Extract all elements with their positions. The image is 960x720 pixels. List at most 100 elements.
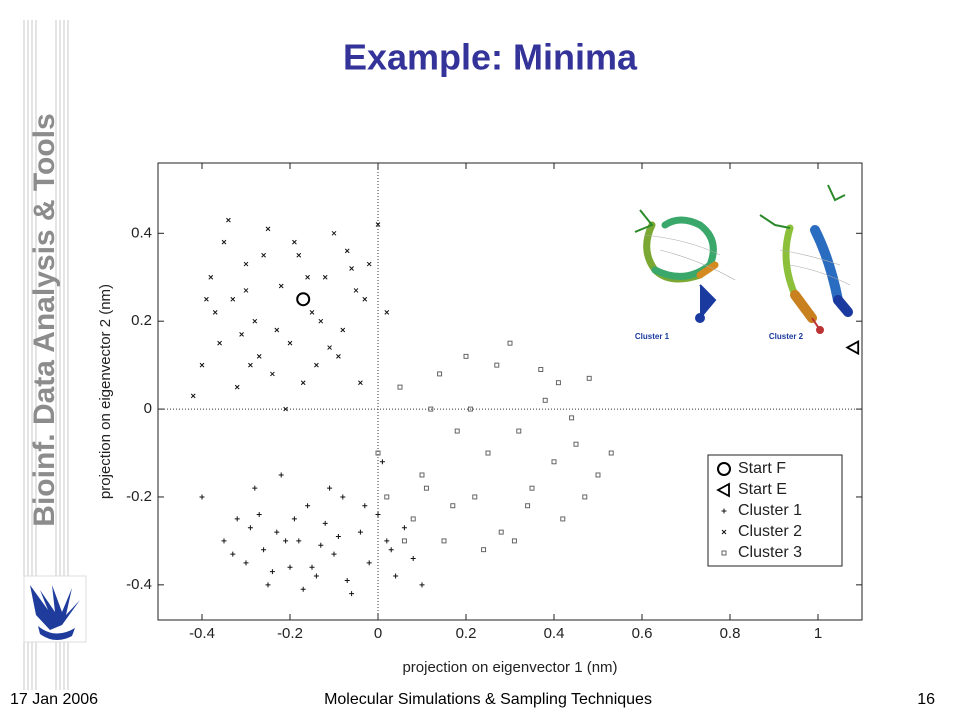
legend-box <box>707 454 843 567</box>
point <box>296 252 302 258</box>
point <box>247 525 253 531</box>
legend-label: Start F <box>738 460 786 477</box>
point <box>384 494 390 500</box>
point <box>261 547 267 553</box>
point <box>485 450 491 456</box>
inset-label: Cluster 2 <box>769 332 804 341</box>
point <box>573 441 579 447</box>
point <box>419 582 425 588</box>
point <box>516 428 522 434</box>
point <box>525 503 531 509</box>
point <box>230 296 236 302</box>
legend-marker <box>721 508 727 514</box>
point <box>608 450 614 456</box>
point <box>494 362 500 368</box>
point <box>221 538 227 544</box>
point <box>283 406 288 412</box>
inset-label: Cluster 1 <box>635 332 670 341</box>
point <box>511 538 517 544</box>
point <box>507 340 513 346</box>
point <box>336 353 341 359</box>
point <box>221 239 227 245</box>
point <box>217 340 222 346</box>
point <box>331 551 337 557</box>
x-tick-label: 0.6 <box>632 625 653 642</box>
point <box>358 380 363 386</box>
point <box>362 296 368 302</box>
point <box>569 415 575 421</box>
point <box>243 560 249 566</box>
point <box>353 288 359 293</box>
point <box>300 380 306 386</box>
point <box>498 529 504 535</box>
legend-marker <box>721 529 727 535</box>
point <box>261 252 266 258</box>
point <box>582 494 588 500</box>
point <box>481 547 487 553</box>
x-tick-label: 0 <box>374 625 382 642</box>
footer-course: Molecular Simulations & Sampling Techniq… <box>324 691 652 708</box>
point <box>555 380 561 386</box>
point <box>322 520 328 526</box>
molecule-inset: Cluster 1 Cluster 2 <box>634 184 853 341</box>
point <box>595 472 601 478</box>
legend-marker <box>716 482 730 498</box>
point <box>256 353 262 359</box>
side-stripes <box>23 20 69 690</box>
point <box>586 375 592 381</box>
point <box>274 529 280 535</box>
point <box>538 367 544 372</box>
point <box>234 516 240 522</box>
point <box>419 472 425 478</box>
logo <box>23 575 87 643</box>
point <box>845 340 860 356</box>
point <box>305 274 310 280</box>
x-tick-label: 0.8 <box>720 625 741 642</box>
point <box>472 494 478 500</box>
point <box>375 450 381 456</box>
point <box>296 538 302 544</box>
point <box>274 327 280 333</box>
point <box>366 560 372 566</box>
point <box>467 406 473 412</box>
point <box>542 397 548 403</box>
y-tick-label: 0.4 <box>131 224 152 241</box>
point <box>313 573 319 579</box>
x-tick-label: 0.2 <box>456 625 477 642</box>
point <box>357 529 363 535</box>
point <box>309 564 315 570</box>
point <box>388 547 394 553</box>
point <box>230 551 236 557</box>
point <box>362 503 368 509</box>
point <box>384 538 390 544</box>
point <box>379 459 385 465</box>
point <box>199 494 205 500</box>
point <box>239 332 244 337</box>
point <box>287 340 293 346</box>
y-axis-label: projection on eigenvector 2 (nm) <box>97 284 114 499</box>
point <box>335 534 341 540</box>
point <box>318 542 324 548</box>
point <box>529 485 535 491</box>
point <box>270 371 275 377</box>
point <box>384 310 390 315</box>
point <box>366 261 372 267</box>
x-tick-label: 0.4 <box>544 625 565 642</box>
footer-page: 16 <box>917 691 935 708</box>
point <box>190 393 196 399</box>
point <box>292 239 297 245</box>
x-tick-label: -0.2 <box>277 625 303 642</box>
point <box>340 327 346 333</box>
legend-label: Cluster 1 <box>738 502 802 519</box>
footer-date: 17 Jan 2006 <box>10 691 98 708</box>
point <box>208 274 214 280</box>
point <box>291 516 297 522</box>
slide-title: Example: Minima <box>343 37 638 78</box>
point <box>463 353 469 359</box>
point <box>300 586 306 592</box>
legend-label: Cluster 3 <box>738 544 802 561</box>
point <box>344 248 350 254</box>
point <box>393 573 399 579</box>
point <box>305 503 311 509</box>
point <box>327 485 333 491</box>
